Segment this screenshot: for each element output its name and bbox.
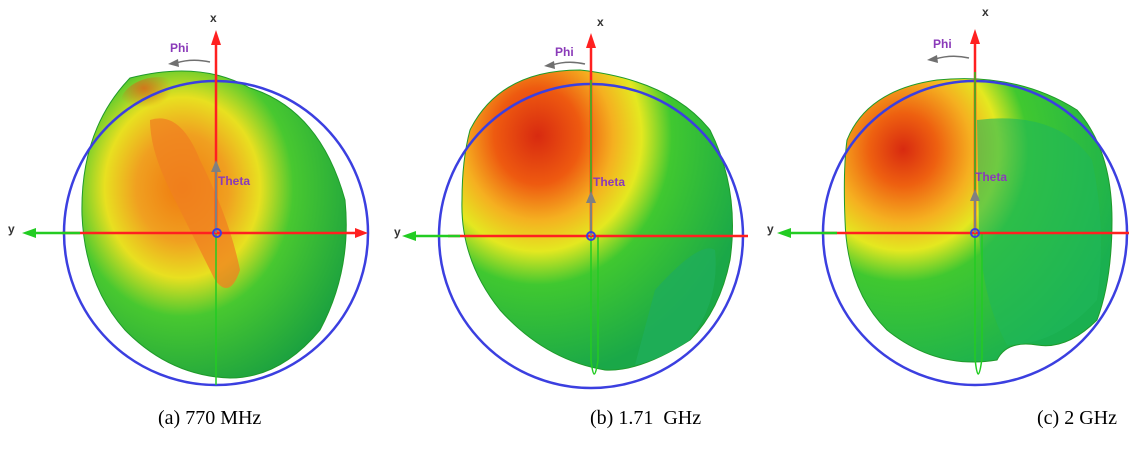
- theta-label: Theta: [593, 175, 625, 189]
- phi-arrow: [551, 61, 586, 66]
- x-axis-label: x: [597, 15, 604, 29]
- radiation-pattern-b: x y Phi Theta: [394, 15, 748, 390]
- x-axis-label: x: [982, 5, 989, 19]
- origin-marker: [970, 228, 980, 238]
- radiation-pattern-a: x y Phi Theta: [8, 11, 370, 387]
- origin-marker: [586, 231, 596, 241]
- phi-arrow-head: [544, 61, 555, 69]
- y-axis-label: y: [767, 222, 774, 236]
- x-axis-arrow: [586, 33, 596, 48]
- pattern-panel-b: x y Phi Theta (b) 1.71 GHz: [380, 0, 760, 466]
- caption-b: (b) 1.71 GHz: [590, 407, 702, 429]
- x-axis-arrow: [211, 30, 221, 45]
- caption-c: (c) 2 GHz: [1037, 407, 1117, 429]
- y-axis-arrow: [22, 228, 36, 238]
- pattern-panel-c: x y Phi Theta (c) 2 GHz: [757, 0, 1137, 466]
- y-axis-label: y: [394, 225, 401, 239]
- lower-lobe: [590, 236, 599, 375]
- phi-label: Phi: [170, 41, 189, 55]
- phi-arrow-head: [927, 55, 938, 63]
- radiation-pattern-c: x y Phi Theta: [767, 5, 1129, 387]
- phi-arrow-head: [168, 59, 179, 67]
- lower-right-facet: [635, 248, 716, 365]
- phi-arrow: [934, 55, 970, 60]
- pattern-panel-a: x y Phi Theta (a) 770 MHz: [0, 0, 380, 466]
- y-axis-label: y: [8, 222, 15, 236]
- y-axis-arrow: [402, 231, 416, 241]
- theta-label: Theta: [218, 174, 250, 188]
- hot-spot: [120, 77, 200, 133]
- theta-arrow-head: [970, 189, 980, 201]
- y-axis-arrow: [777, 228, 791, 238]
- right-facet: [977, 118, 1101, 345]
- phi-label: Phi: [555, 45, 574, 59]
- phi-arrow: [175, 59, 211, 64]
- lower-lobe: [974, 233, 983, 375]
- origin-marker: [212, 228, 222, 238]
- hot-band: [150, 118, 240, 288]
- x-axis-arrow: [970, 29, 980, 44]
- theta-arrow-head: [586, 191, 596, 203]
- phi-label: Phi: [933, 37, 952, 51]
- theta-arrow-head: [211, 160, 221, 172]
- theta-label: Theta: [975, 170, 1007, 184]
- x-axis-label: x: [210, 11, 217, 25]
- caption-a: (a) 770 MHz: [158, 407, 262, 429]
- horizontal-axis-arrow: [355, 228, 368, 238]
